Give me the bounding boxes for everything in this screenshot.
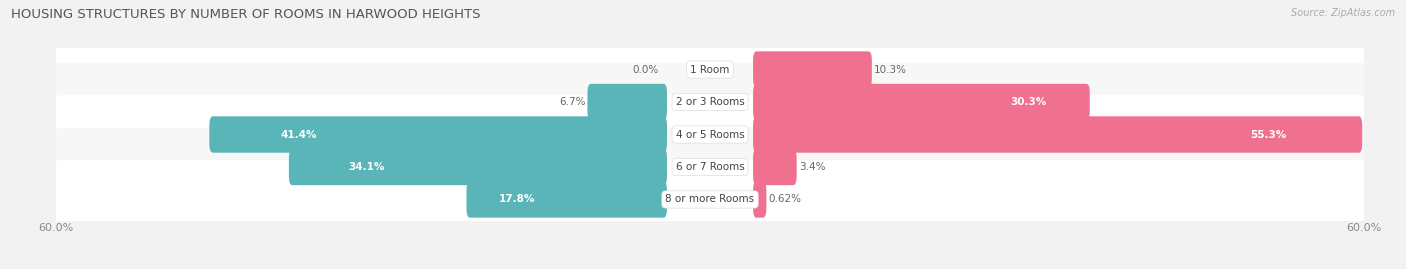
FancyBboxPatch shape [588, 84, 666, 120]
FancyBboxPatch shape [51, 160, 1369, 239]
Text: 55.3%: 55.3% [1250, 129, 1286, 140]
Text: 10.3%: 10.3% [875, 65, 907, 75]
Text: 30.3%: 30.3% [1011, 97, 1047, 107]
Text: 41.4%: 41.4% [280, 129, 316, 140]
Text: 0.0%: 0.0% [633, 65, 658, 75]
FancyBboxPatch shape [51, 127, 1369, 207]
Text: 2 or 3 Rooms: 2 or 3 Rooms [676, 97, 744, 107]
FancyBboxPatch shape [288, 149, 666, 185]
FancyBboxPatch shape [51, 62, 1369, 142]
Text: 4 or 5 Rooms: 4 or 5 Rooms [676, 129, 744, 140]
Text: 17.8%: 17.8% [499, 194, 536, 204]
Text: Source: ZipAtlas.com: Source: ZipAtlas.com [1291, 8, 1395, 18]
FancyBboxPatch shape [51, 63, 1369, 141]
FancyBboxPatch shape [754, 181, 766, 218]
FancyBboxPatch shape [51, 128, 1369, 206]
Text: 3.4%: 3.4% [799, 162, 825, 172]
FancyBboxPatch shape [51, 160, 1369, 239]
FancyBboxPatch shape [754, 51, 872, 88]
FancyBboxPatch shape [754, 149, 797, 185]
FancyBboxPatch shape [209, 116, 666, 153]
FancyBboxPatch shape [51, 30, 1369, 109]
FancyBboxPatch shape [754, 116, 1362, 153]
Text: 1 Room: 1 Room [690, 65, 730, 75]
Text: HOUSING STRUCTURES BY NUMBER OF ROOMS IN HARWOOD HEIGHTS: HOUSING STRUCTURES BY NUMBER OF ROOMS IN… [11, 8, 481, 21]
Text: 8 or more Rooms: 8 or more Rooms [665, 194, 755, 204]
FancyBboxPatch shape [754, 84, 1090, 120]
Text: 6 or 7 Rooms: 6 or 7 Rooms [676, 162, 744, 172]
FancyBboxPatch shape [51, 95, 1369, 174]
FancyBboxPatch shape [467, 181, 666, 218]
FancyBboxPatch shape [51, 94, 1369, 175]
Text: 34.1%: 34.1% [347, 162, 384, 172]
FancyBboxPatch shape [51, 30, 1369, 109]
Text: 0.62%: 0.62% [769, 194, 801, 204]
Text: 6.7%: 6.7% [558, 97, 585, 107]
